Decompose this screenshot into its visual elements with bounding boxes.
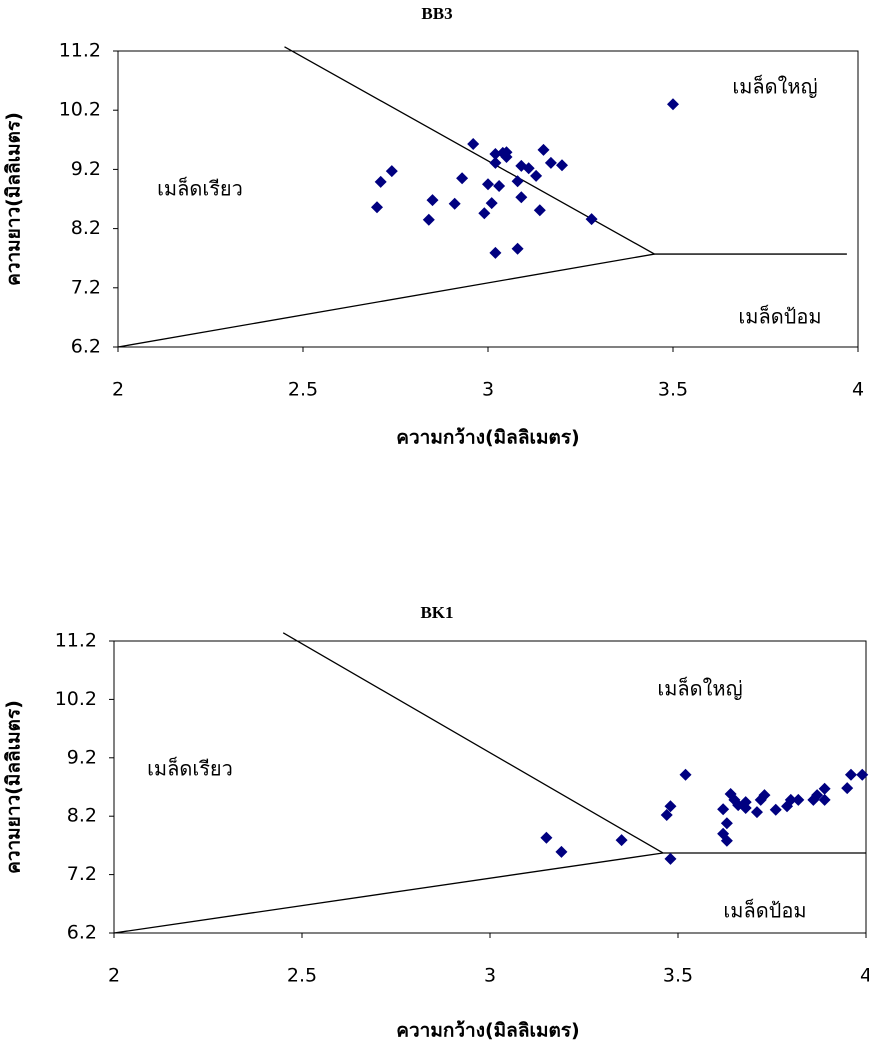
y-tick-label: 6.2 [67, 922, 97, 944]
y-tick-label: 6.2 [71, 336, 101, 358]
point [667, 98, 679, 110]
x-tick-label: 4 [860, 965, 869, 987]
region-label: เมล็ดเรียว [147, 756, 233, 781]
point [534, 204, 546, 216]
point [751, 806, 763, 818]
point [386, 165, 398, 177]
y-tick-label: 9.2 [67, 746, 97, 768]
x-axis-label: ความกว้าง(มิลลิเมตร) [396, 1020, 579, 1042]
x-tick-label: 3 [482, 379, 494, 401]
region-label: เมล็ดป้อม [723, 898, 806, 923]
point [423, 214, 435, 226]
region-label: เมล็ดป้อม [738, 304, 821, 329]
point [486, 197, 498, 209]
point [489, 247, 501, 259]
point [515, 191, 527, 203]
point [545, 157, 557, 169]
point [770, 804, 782, 816]
region-label: เมล็ดใหญ่ [657, 676, 742, 701]
region-label: เมล็ดใหญ่ [732, 74, 817, 99]
y-tick-label: 7.2 [71, 276, 101, 298]
page: {"chart_data": [ {"type": "scatter", "ti… [0, 0, 869, 1047]
boundary-line [283, 633, 866, 853]
x-tick-label: 3 [484, 965, 496, 987]
point [586, 213, 598, 225]
point [427, 194, 439, 206]
point [512, 243, 524, 255]
point [680, 769, 692, 781]
point [449, 198, 461, 210]
point [482, 178, 494, 190]
y-tick-label: 11.2 [59, 40, 101, 62]
x-tick-label: 2.5 [287, 965, 317, 987]
point [841, 782, 853, 794]
point [717, 803, 729, 815]
y-tick-label: 8.2 [71, 217, 101, 239]
x-tick-label: 2.5 [288, 379, 318, 401]
boundary-line [118, 254, 655, 347]
x-tick-label: 2 [112, 379, 124, 401]
point [792, 794, 804, 806]
point [371, 201, 383, 213]
point [493, 180, 505, 192]
x-axis-label: ความกว้าง(มิลลิเมตร) [396, 427, 579, 449]
y-tick-label: 11.2 [55, 630, 97, 652]
point [616, 834, 628, 846]
y-tick-label: 8.2 [67, 805, 97, 827]
point [721, 817, 733, 829]
point [530, 170, 542, 182]
point [478, 207, 490, 219]
point [555, 846, 567, 858]
y-tick-label: 7.2 [67, 863, 97, 885]
boundary-line [114, 853, 663, 933]
x-tick-label: 2 [108, 965, 120, 987]
y-tick-label: 10.2 [59, 99, 101, 121]
point [538, 144, 550, 156]
region-label: เมล็ดเรียว [157, 176, 243, 201]
x-tick-label: 3.5 [663, 965, 693, 987]
point [512, 175, 524, 187]
y-tick-label: 9.2 [71, 158, 101, 180]
y-axis-label: ความยาว(มิลลิเมตร) [3, 700, 25, 874]
point [845, 769, 857, 781]
point [664, 853, 676, 865]
chart-title: BK1 [420, 603, 453, 622]
point [467, 138, 479, 150]
point [375, 176, 387, 188]
plot-area [114, 641, 866, 933]
point [456, 172, 468, 184]
x-tick-label: 4 [852, 379, 864, 401]
point [540, 832, 552, 844]
x-tick-label: 3.5 [658, 379, 688, 401]
figure: 6.2 7.2 8.2 9.2 10.2 11.2 2 2.5 3 3.5 4 BB3 ความกว้า… [0, 0, 869, 1047]
point [556, 159, 568, 171]
y-axis-label: ความยาว(มิลลิเมตร) [3, 112, 25, 286]
y-tick-label: 10.2 [55, 688, 97, 710]
chart-title: BB3 [421, 4, 452, 23]
